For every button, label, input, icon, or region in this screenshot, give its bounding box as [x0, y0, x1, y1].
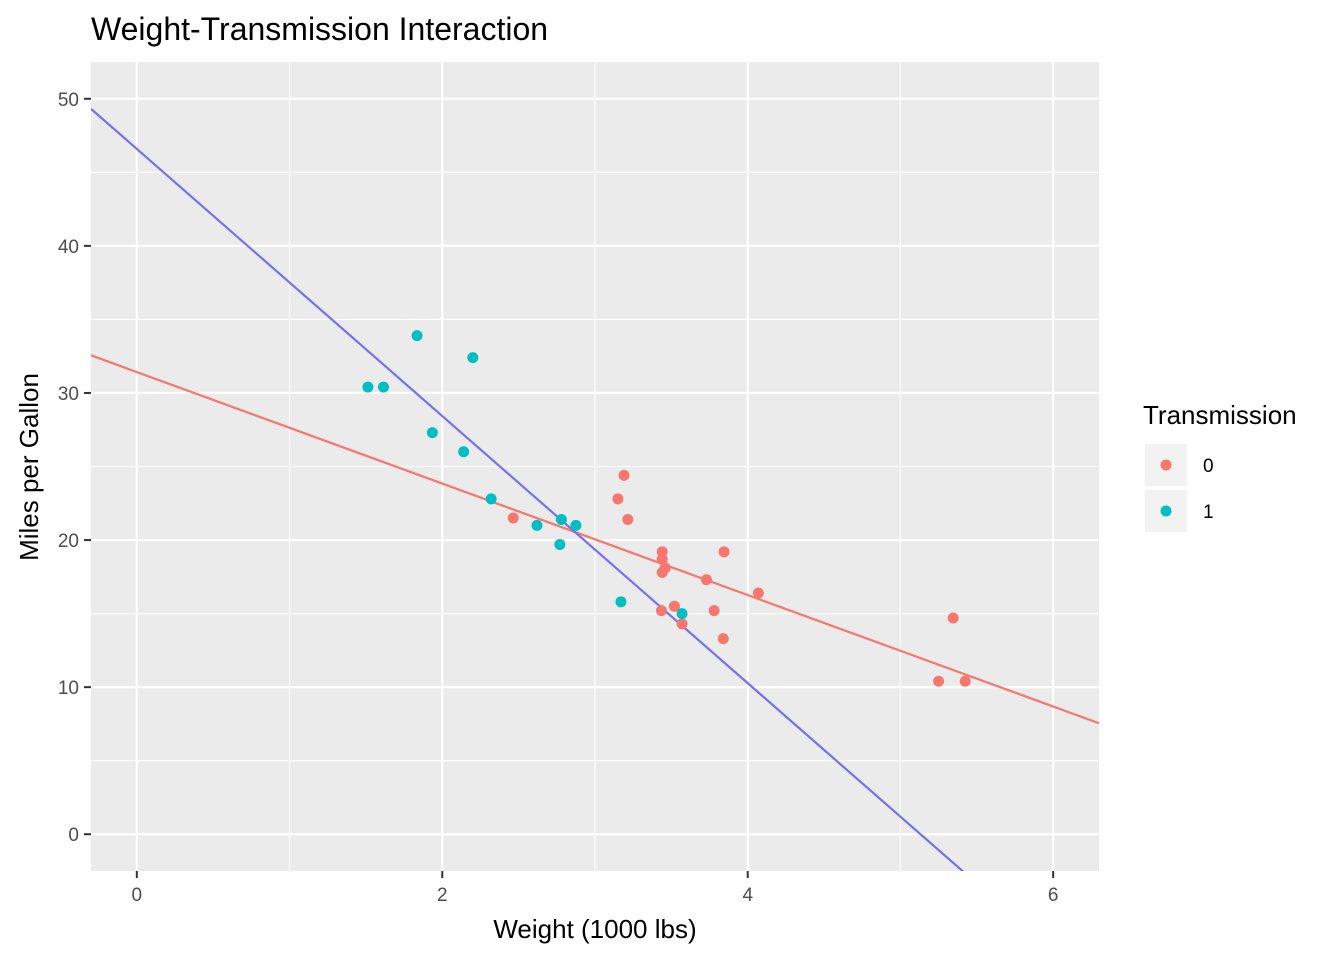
series-1-points: [362, 330, 688, 620]
legend-label-0: 0: [1203, 456, 1214, 477]
data-point: [947, 612, 959, 624]
data-point: [655, 605, 667, 617]
data-point: [656, 546, 668, 558]
fit-line-series-1: [91, 108, 965, 871]
data-point: [362, 381, 374, 393]
legend-marker-0: [1160, 459, 1172, 471]
data-point: [676, 618, 688, 630]
chart-title: Weight-Transmission Interaction: [91, 11, 548, 47]
data-point: [426, 427, 438, 439]
data-point: [656, 566, 668, 578]
data-point: [377, 381, 389, 393]
data-point: [570, 519, 582, 531]
y-tick-label: 20: [58, 531, 79, 552]
x-axis-label: Weight (1000 lbs): [493, 914, 696, 944]
data-point: [933, 675, 945, 687]
data-point: [458, 446, 470, 458]
data-point: [618, 469, 630, 481]
data-point: [411, 330, 423, 342]
data-point: [507, 512, 519, 524]
x-axis: 0 2 4 6: [132, 871, 1059, 906]
legend-marker-1: [1160, 505, 1172, 517]
data-point: [554, 538, 566, 550]
data-point: [615, 596, 627, 608]
x-tick-label: 4: [742, 885, 753, 906]
data-point: [717, 633, 729, 645]
legend-title: Transmission: [1143, 400, 1297, 430]
fit-lines: [91, 108, 1099, 871]
y-axis: 0 10 20 30 40 50: [58, 90, 91, 846]
y-tick-label: 10: [58, 678, 79, 699]
data-point: [752, 587, 764, 599]
data-point: [467, 352, 479, 364]
x-tick-label: 6: [1048, 885, 1059, 906]
x-tick-label: 2: [437, 885, 448, 906]
x-tick-label: 0: [132, 885, 143, 906]
data-point: [531, 519, 543, 531]
legend-label-1: 1: [1203, 502, 1214, 523]
data-point: [485, 493, 497, 505]
data-point: [708, 605, 720, 617]
legend: Transmission 0 1: [1143, 400, 1297, 532]
data-point: [676, 608, 688, 620]
plot-panel: [91, 62, 1099, 871]
data-point: [959, 675, 971, 687]
data-point: [718, 546, 730, 558]
series-0-points: [507, 469, 971, 687]
data-point: [555, 513, 567, 525]
y-tick-label: 50: [58, 90, 79, 111]
y-tick-label: 30: [58, 384, 79, 405]
y-axis-label: Miles per Gallon: [14, 373, 44, 561]
data-point: [668, 600, 680, 612]
fit-line-series-0: [91, 354, 1099, 725]
data-point: [700, 574, 712, 586]
y-tick-label: 40: [58, 237, 79, 258]
y-tick-label: 0: [68, 825, 79, 846]
data-point: [622, 513, 634, 525]
data-point: [612, 493, 624, 505]
